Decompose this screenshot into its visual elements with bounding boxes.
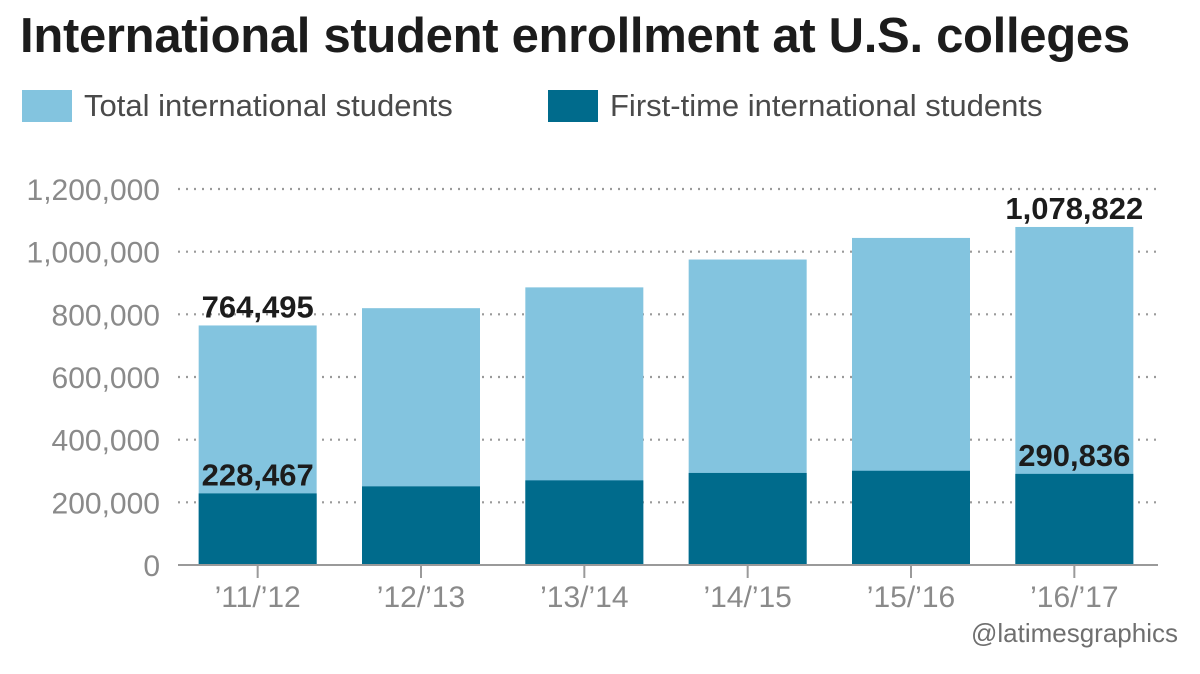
x-tick-label: ’15/’16 bbox=[867, 581, 955, 614]
y-tick-label: 600,000 bbox=[52, 362, 160, 395]
y-tick-label: 200,000 bbox=[52, 487, 160, 520]
x-tick-label: ’16/’17 bbox=[1030, 581, 1118, 614]
bar-first-time bbox=[525, 480, 644, 565]
y-tick-label: 800,000 bbox=[52, 299, 160, 332]
data-label: 228,467 bbox=[202, 457, 314, 492]
y-tick-label: 400,000 bbox=[52, 425, 160, 458]
bar-first-time bbox=[198, 493, 317, 565]
bar-first-time bbox=[852, 470, 970, 565]
bar-first-time bbox=[1015, 473, 1134, 565]
x-tick-label: ’14/’15 bbox=[703, 581, 791, 614]
credit-text: @latimesgraphics bbox=[970, 618, 1178, 648]
y-tick-label: 0 bbox=[143, 550, 160, 583]
legend-item-total: Total international students bbox=[22, 86, 453, 126]
bar-first-time bbox=[362, 486, 480, 565]
legend-label-total: Total international students bbox=[84, 88, 453, 123]
y-tick-label: 1,200,000 bbox=[27, 174, 160, 207]
chart-title: International student enrollment at U.S.… bbox=[20, 9, 1130, 63]
data-label: 290,836 bbox=[1018, 438, 1130, 473]
data-label: 1,078,822 bbox=[1005, 191, 1143, 226]
x-tick-label: ’11/’12 bbox=[215, 581, 301, 614]
legend-swatch-first-time bbox=[548, 90, 598, 122]
data-label: 764,495 bbox=[202, 289, 314, 324]
bar-first-time bbox=[688, 472, 807, 565]
legend-swatch-total bbox=[22, 90, 72, 122]
legend-item-first-time: First-time international students bbox=[548, 86, 1042, 126]
y-tick-label: 1,000,000 bbox=[27, 237, 160, 270]
x-tick-label: ’12/’13 bbox=[377, 581, 465, 614]
legend-label-first-time: First-time international students bbox=[610, 88, 1043, 123]
x-tick-label: ’13/’14 bbox=[540, 581, 628, 614]
